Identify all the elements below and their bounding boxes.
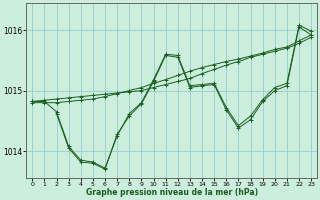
X-axis label: Graphe pression niveau de la mer (hPa): Graphe pression niveau de la mer (hPa) [86,188,258,197]
